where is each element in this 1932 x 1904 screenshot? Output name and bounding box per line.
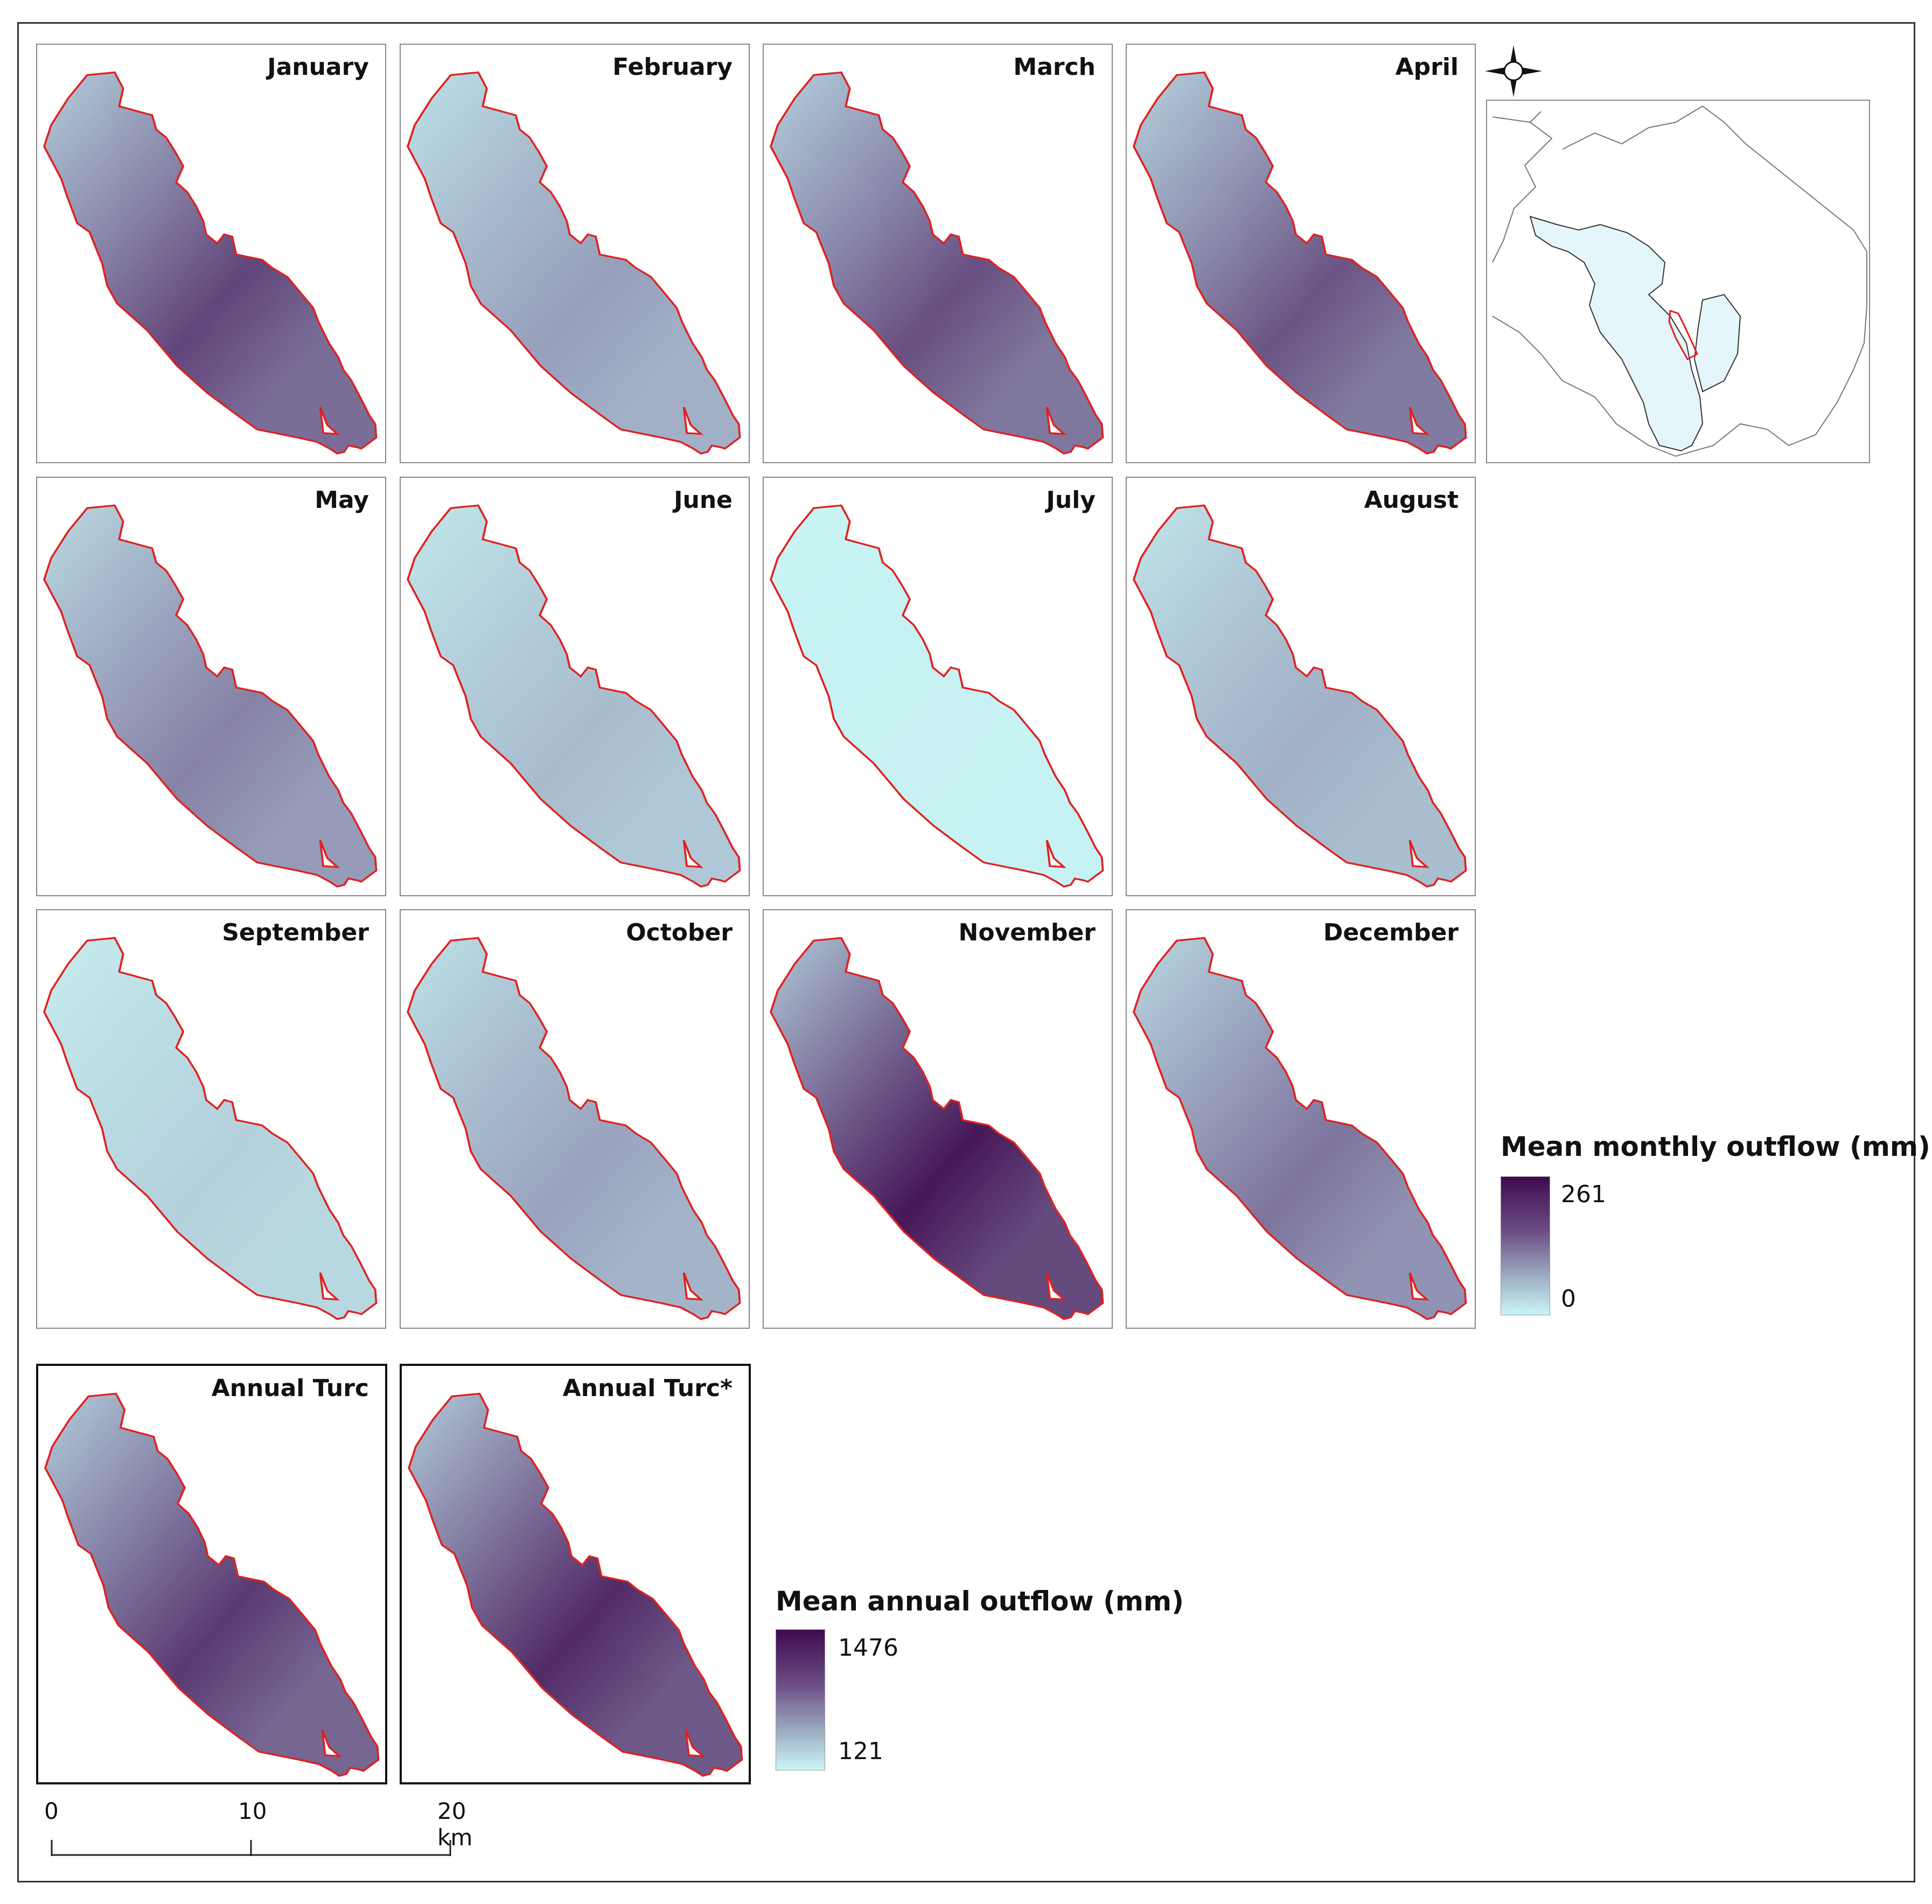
region-boundaries <box>1492 106 1867 457</box>
basin-outline <box>1133 504 1467 888</box>
basin-outline <box>407 504 741 888</box>
monthly-legend-max: 261 <box>1561 1181 1606 1208</box>
basin-map <box>407 71 741 455</box>
basin-map <box>44 1392 380 1777</box>
basin-outline <box>44 1392 380 1777</box>
basin-map <box>1133 71 1467 455</box>
monthly-legend-title: Mean monthly outflow (mm) <box>1501 1131 1930 1162</box>
map-panel-may: May <box>36 477 386 896</box>
annual-legend-max: 1476 <box>838 1634 898 1662</box>
basin-map <box>770 937 1104 1320</box>
basin-outline <box>1133 937 1467 1320</box>
map-panel-july: July <box>763 477 1113 896</box>
basin-outline <box>43 71 378 455</box>
location-inset-map <box>1486 100 1870 463</box>
map-panel-october: October <box>400 909 750 1329</box>
basin-outline <box>407 71 741 455</box>
basin-map <box>408 1392 743 1777</box>
panel-label: May <box>315 486 369 514</box>
basin-outline <box>1133 71 1467 455</box>
map-panel-annual-turc: Annual Turc* <box>400 1364 751 1784</box>
basin-map <box>770 504 1104 888</box>
monthly-legend-min: 0 <box>1561 1285 1576 1313</box>
map-panel-august: August <box>1126 477 1476 896</box>
panel-label: February <box>612 53 733 81</box>
basin-map <box>43 504 378 888</box>
basin-outline <box>770 71 1104 455</box>
panel-label: March <box>1013 53 1096 81</box>
panel-label: July <box>1046 486 1096 514</box>
panel-label: September <box>222 919 369 946</box>
north-arrow-icon <box>1484 44 1543 98</box>
panel-label: Annual Turc <box>211 1375 369 1402</box>
basin-outline <box>770 937 1104 1320</box>
study-area-highlight <box>1668 309 1698 361</box>
annual-legend-colorbar <box>776 1629 825 1770</box>
basin-outline <box>43 504 378 888</box>
map-panel-annual-turc: Annual Turc <box>36 1364 387 1784</box>
panel-label: December <box>1323 919 1459 946</box>
monthly-legend-colorbar <box>1501 1176 1550 1315</box>
basin-outline <box>407 937 741 1320</box>
panel-label: January <box>267 53 369 81</box>
scale-label-0: 0 <box>44 1798 59 1824</box>
basin-map <box>407 504 741 888</box>
basin-map <box>407 937 741 1320</box>
panel-label: August <box>1364 486 1459 514</box>
scale-label-20: 20 km <box>437 1798 473 1851</box>
map-panel-april: April <box>1126 44 1476 463</box>
aquifer-area <box>1529 215 1704 452</box>
map-panel-february: February <box>400 44 750 463</box>
map-panel-november: November <box>763 909 1113 1329</box>
map-panel-september: September <box>36 909 386 1329</box>
map-panel-december: December <box>1126 909 1476 1329</box>
aquifer-area-east <box>1693 294 1741 393</box>
map-frame <box>17 22 1915 1882</box>
basin-outline <box>43 937 378 1320</box>
panel-label: June <box>674 486 733 514</box>
coastline <box>1702 106 1867 252</box>
map-panel-march: March <box>763 44 1113 463</box>
basin-map <box>1133 504 1467 888</box>
panel-label: November <box>958 919 1096 946</box>
basin-map <box>1133 937 1467 1320</box>
basin-map <box>43 937 378 1320</box>
panel-label: October <box>626 919 733 946</box>
panel-label: April <box>1395 53 1459 81</box>
scale-label-10: 10 <box>238 1798 267 1824</box>
annual-legend-min: 121 <box>838 1738 883 1765</box>
map-panel-june: June <box>400 477 750 896</box>
map-panel-january: January <box>36 44 386 463</box>
basin-map <box>43 71 378 455</box>
panel-label: Annual Turc* <box>562 1375 733 1402</box>
basin-outline <box>770 504 1104 888</box>
basin-outline <box>408 1392 743 1777</box>
annual-legend-title: Mean annual outflow (mm) <box>776 1586 1184 1617</box>
basin-map <box>770 71 1104 455</box>
